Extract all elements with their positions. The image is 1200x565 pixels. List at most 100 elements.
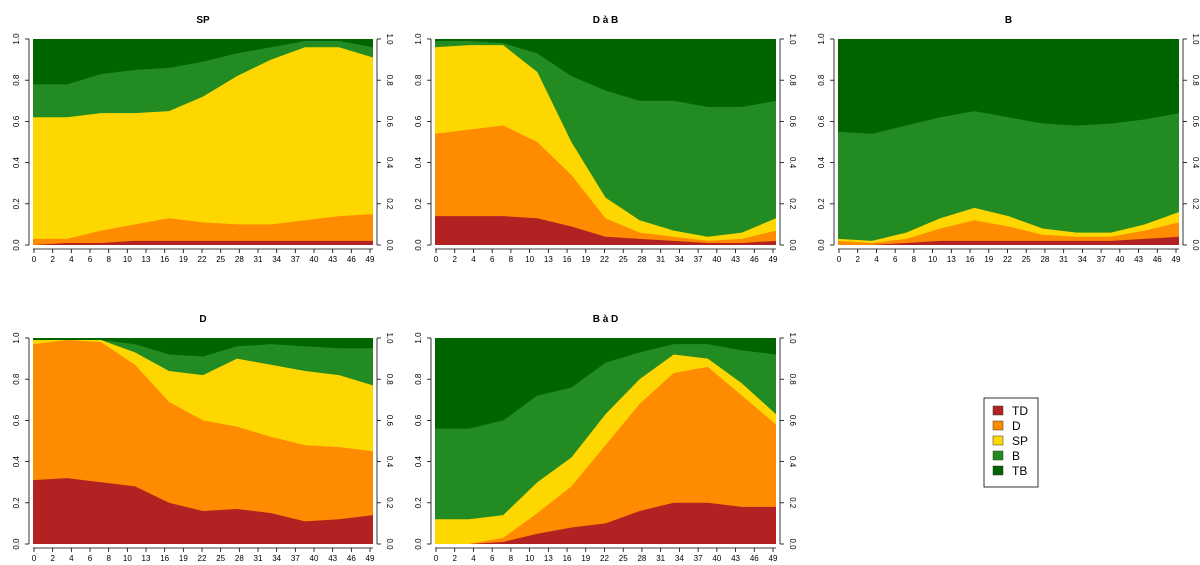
x-tick-label: 34 [272,554,281,563]
y-tick-label: 0.8 [414,373,423,385]
x-tick-label: 37 [694,255,703,264]
x-tick-label: 49 [769,255,778,264]
y-tick-label: 1.0 [788,33,797,45]
x-tick-label: 16 [563,554,572,563]
y-tick-label: 1.0 [385,332,394,344]
x-tick-label: 8 [509,255,514,264]
x-tick-label: 2 [452,255,457,264]
x-tick-label: 25 [619,255,628,264]
y-tick-label: 0.4 [414,156,423,168]
x-tick-label: 19 [179,554,188,563]
y-tick-label: 0.4 [385,456,394,468]
x-tick-label: 6 [490,554,495,563]
y-tick-label: 0.4 [385,157,394,169]
y-tick-label: 0.0 [12,538,21,550]
legend-frame [983,397,1039,488]
x-tick-label: 19 [179,255,188,264]
x-tick-label: 10 [525,255,534,264]
x-tick-label: 19 [581,255,590,264]
x-tick-label: 31 [254,255,263,264]
y-tick-label: 1.0 [385,33,394,45]
x-tick-label: 25 [216,554,225,563]
x-tick-label: 4 [471,554,476,563]
y-tick-label: 1.0 [817,33,826,45]
x-tick-label: 34 [675,255,684,264]
x-tick-label: 19 [581,554,590,563]
legend-label: TD [1012,404,1028,418]
y-tick-label: 0.4 [788,456,797,468]
x-tick-label: 28 [235,255,244,264]
x-tick-label: 4 [874,255,879,264]
x-tick-label: 8 [106,255,111,264]
y-tick-label: 0.0 [385,239,394,251]
panel-title: D à B [593,15,619,26]
x-tick-label: 0 [32,255,37,264]
x-tick-label: 49 [769,554,778,563]
legend-swatch [992,450,1004,461]
x-tick-label: 6 [88,255,93,264]
y-tick-label: 0.6 [414,115,423,127]
y-tick-label: 0.6 [817,115,826,127]
x-tick-label: 13 [142,554,151,563]
legend-label: D [1012,419,1021,433]
y-tick-label: 0.8 [12,373,21,385]
x-tick-label: 43 [328,255,337,264]
x-tick-label: 31 [1059,255,1068,264]
legend-swatch [992,420,1004,431]
x-tick-label: 37 [694,554,703,563]
panel-2: B0 2 4 6 8 10 13 16 19 22 25 28 31 34 37 40 43 46 490.00.2… [817,15,1200,264]
x-tick-label: 13 [947,255,956,264]
y-tick-label: 0.2 [385,497,394,509]
panel-3: D0 2 4 6 8 10 13 16 19 22 25 28 31 34 37 40 43 46 490.00.2… [12,314,394,563]
x-tick-label: 37 [1097,255,1106,264]
panel-title: D [199,314,206,325]
y-tick-label: 0.6 [12,414,21,426]
x-tick-label: 31 [656,554,665,563]
x-tick-label: 34 [272,255,281,264]
y-tick-label: 0.2 [414,198,423,210]
x-tick-label: 25 [619,554,628,563]
y-tick-label: 0.4 [817,156,826,168]
y-tick-label: 0.6 [385,116,394,128]
y-tick-label: 0.6 [788,116,797,128]
x-tick-label: 25 [1022,255,1031,264]
y-tick-label: 0.8 [12,74,21,86]
y-tick-label: 0.2 [788,198,797,210]
y-tick-label: 0.8 [1191,75,1200,87]
x-tick-label: 6 [88,554,93,563]
x-tick-label: 46 [750,554,759,563]
y-tick-label: 1.0 [1191,33,1200,45]
area-TD [838,236,1179,245]
x-tick-label: 31 [656,255,665,264]
x-tick-label: 31 [254,554,263,563]
x-tick-label: 8 [509,554,514,563]
x-tick-label: 40 [310,554,319,563]
x-tick-label: 4 [471,255,476,264]
y-tick-label: 0.2 [1191,198,1200,210]
x-tick-label: 28 [637,554,646,563]
x-tick-label: 28 [1040,255,1049,264]
x-tick-label: 49 [366,554,375,563]
area-SP [33,47,373,245]
area-B [838,111,1179,245]
y-tick-label: 0.0 [385,538,394,550]
area-D [33,214,373,245]
panel-4: B à D0 2 4 6 8 10 13 16 19 22 25 28 31 34 37 40 43 46 490.… [414,314,797,563]
y-tick-label: 0.8 [385,75,394,87]
y-tick-label: 0.0 [788,239,797,251]
area-TD [33,240,373,245]
x-tick-label: 40 [310,255,319,264]
area-D [435,366,776,544]
x-tick-label: 46 [347,554,356,563]
x-tick-label: 0 [837,255,842,264]
y-tick-label: 1.0 [414,332,423,344]
x-tick-label: 8 [106,554,111,563]
panel-title: B à D [593,314,619,325]
area-D [838,220,1179,245]
y-tick-label: 0.6 [788,415,797,427]
y-tick-label: 0.4 [788,157,797,169]
x-tick-label: 16 [966,255,975,264]
y-tick-label: 0.4 [12,455,21,467]
x-tick-label: 10 [123,554,132,563]
